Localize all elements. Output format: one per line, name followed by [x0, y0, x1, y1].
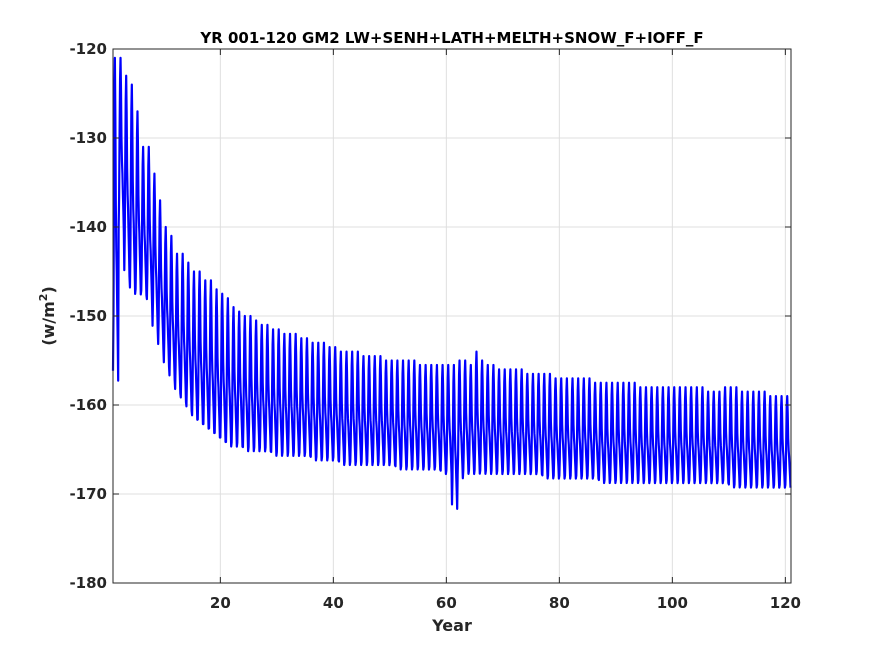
- x-tick-label: 40: [323, 594, 344, 612]
- x-axis: 20 40 60 80 100 120: [210, 49, 801, 612]
- series-line: [111, 56, 792, 510]
- y-axis-label-base: (w/m: [39, 301, 58, 346]
- x-tick-label: 80: [549, 594, 570, 612]
- x-tick-label: 120: [770, 594, 801, 612]
- y-tick-label: -140: [69, 218, 107, 236]
- x-tick-label: 60: [436, 594, 457, 612]
- y-tick-label: -180: [69, 574, 107, 592]
- y-tick-label: -150: [69, 307, 107, 325]
- x-tick-label: 20: [210, 594, 231, 612]
- x-tick-label: 100: [657, 594, 688, 612]
- y-tick-label: -170: [69, 485, 107, 503]
- y-tick-label: -130: [69, 129, 107, 147]
- y-axis: -180 -170 -160 -150 -140 -130 -120: [69, 40, 791, 592]
- y-tick-label: -120: [69, 40, 107, 58]
- y-axis-label-close: ): [39, 286, 58, 293]
- chart-title: YR 001-120 GM2 LW+SENH+LATH+MELTH+SNOW_F…: [199, 29, 703, 47]
- x-axis-label: Year: [431, 616, 472, 635]
- y-axis-label-superscript: 2: [37, 294, 50, 302]
- y-tick-label: -160: [69, 396, 107, 414]
- y-axis-label: (w/m2): [37, 286, 58, 346]
